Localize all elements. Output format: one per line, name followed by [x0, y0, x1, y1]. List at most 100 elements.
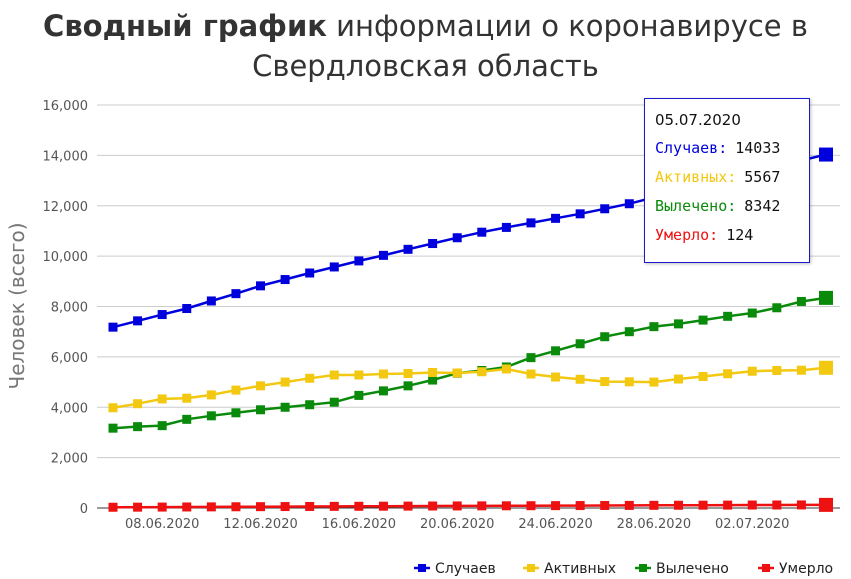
data-point: [796, 500, 806, 510]
data-point: [329, 262, 339, 272]
data-point: [206, 411, 216, 421]
data-point: [600, 204, 610, 214]
data-point: [157, 310, 167, 320]
data-point: [231, 289, 241, 299]
data-point: [698, 500, 708, 510]
data-point: [428, 501, 438, 511]
data-point: [526, 369, 536, 379]
data-point: [649, 500, 659, 510]
x-tick-label: 28.06.2020: [617, 517, 691, 532]
data-point: [477, 501, 487, 511]
data-point: [477, 227, 487, 237]
data-point: [403, 381, 413, 391]
series-line: [112, 296, 827, 430]
series-line: [113, 503, 826, 509]
tooltip-row-value: 14033: [735, 139, 781, 157]
chart-title-region: Свердловская область: [252, 49, 599, 83]
tooltip-date: 05.07.2020: [655, 111, 741, 129]
data-point: [551, 213, 561, 223]
data-point: [354, 390, 364, 400]
data-point: [723, 369, 733, 379]
data-point: [231, 408, 241, 418]
data-point: [501, 364, 511, 374]
data-point: [354, 256, 364, 266]
data-point: [575, 501, 585, 511]
series-Активных: [108, 360, 833, 413]
legend-swatch-marker: [762, 564, 770, 572]
legend-label: Вылечено: [656, 561, 729, 577]
x-tick-label: 20.06.2020: [420, 517, 494, 532]
data-point: [698, 372, 708, 382]
data-point: [673, 500, 683, 510]
data-point: [796, 365, 806, 375]
data-point: [772, 365, 782, 375]
tooltip-row-label: Умерло:: [655, 226, 719, 244]
data-point: [133, 502, 143, 512]
legend-swatch-marker: [418, 564, 426, 572]
data-point: [772, 500, 782, 510]
data-point: [747, 366, 757, 376]
y-tick-label: 16,000: [43, 99, 89, 114]
data-point: [600, 500, 610, 510]
data-point: [624, 327, 634, 337]
tooltip-row: Умерло: 124: [655, 226, 753, 244]
series-Вылечено: [108, 290, 833, 433]
legend-label: Активных: [544, 561, 616, 577]
data-point: [182, 393, 192, 403]
x-tick-label: 16.06.2020: [322, 517, 396, 532]
data-point: [108, 322, 118, 332]
data-point: [723, 311, 733, 321]
data-point: [575, 339, 585, 349]
data-point: [305, 268, 315, 278]
data-point: [477, 367, 487, 377]
data-point: [182, 304, 192, 314]
tooltip-row-value: 8342: [744, 197, 781, 215]
y-tick-label: 14,000: [43, 149, 89, 164]
data-point: [305, 501, 315, 511]
y-tick-label: 8,000: [51, 301, 88, 316]
data-point: [280, 275, 290, 285]
tooltip-row: Случаев: 14033: [655, 139, 780, 157]
data-point: [256, 405, 266, 415]
data-point: [649, 322, 659, 332]
data-point: [819, 497, 833, 512]
x-tick-label: 12.06.2020: [223, 517, 297, 532]
data-point: [206, 502, 216, 512]
data-point: [206, 390, 216, 400]
y-tick-label: 6,000: [51, 351, 88, 366]
data-point: [747, 500, 757, 510]
data-point: [329, 501, 339, 511]
data-point: [673, 374, 683, 384]
data-point: [256, 381, 266, 391]
tooltip-row: Активных: 5567: [655, 168, 780, 186]
data-point: [501, 222, 511, 232]
tooltip-row-label: Вылечено:: [655, 197, 737, 215]
data-point: [747, 308, 757, 318]
data-point: [108, 403, 118, 413]
data-point: [280, 402, 290, 412]
data-point: [280, 502, 290, 512]
data-point: [157, 394, 167, 404]
data-point: [819, 290, 833, 305]
data-point: [378, 250, 388, 260]
data-point: [796, 296, 806, 306]
data-point: [108, 502, 118, 512]
data-point: [354, 370, 364, 380]
y-tick-label: 10,000: [43, 250, 89, 265]
tooltip-row-value: 124: [726, 226, 754, 244]
data-point: [600, 377, 610, 387]
data-point: [723, 500, 733, 510]
data-point: [231, 502, 241, 512]
series-line: [112, 366, 827, 410]
data-point: [551, 501, 561, 511]
y-tick-label: 0: [80, 502, 88, 517]
data-point: [133, 399, 143, 409]
data-point: [182, 414, 192, 424]
data-point: [501, 501, 511, 511]
legend: Случаев Активных Вылечено Умерло: [414, 561, 833, 577]
y-tick-label: 4,000: [51, 401, 88, 416]
data-point: [673, 319, 683, 329]
data-point: [452, 233, 462, 243]
